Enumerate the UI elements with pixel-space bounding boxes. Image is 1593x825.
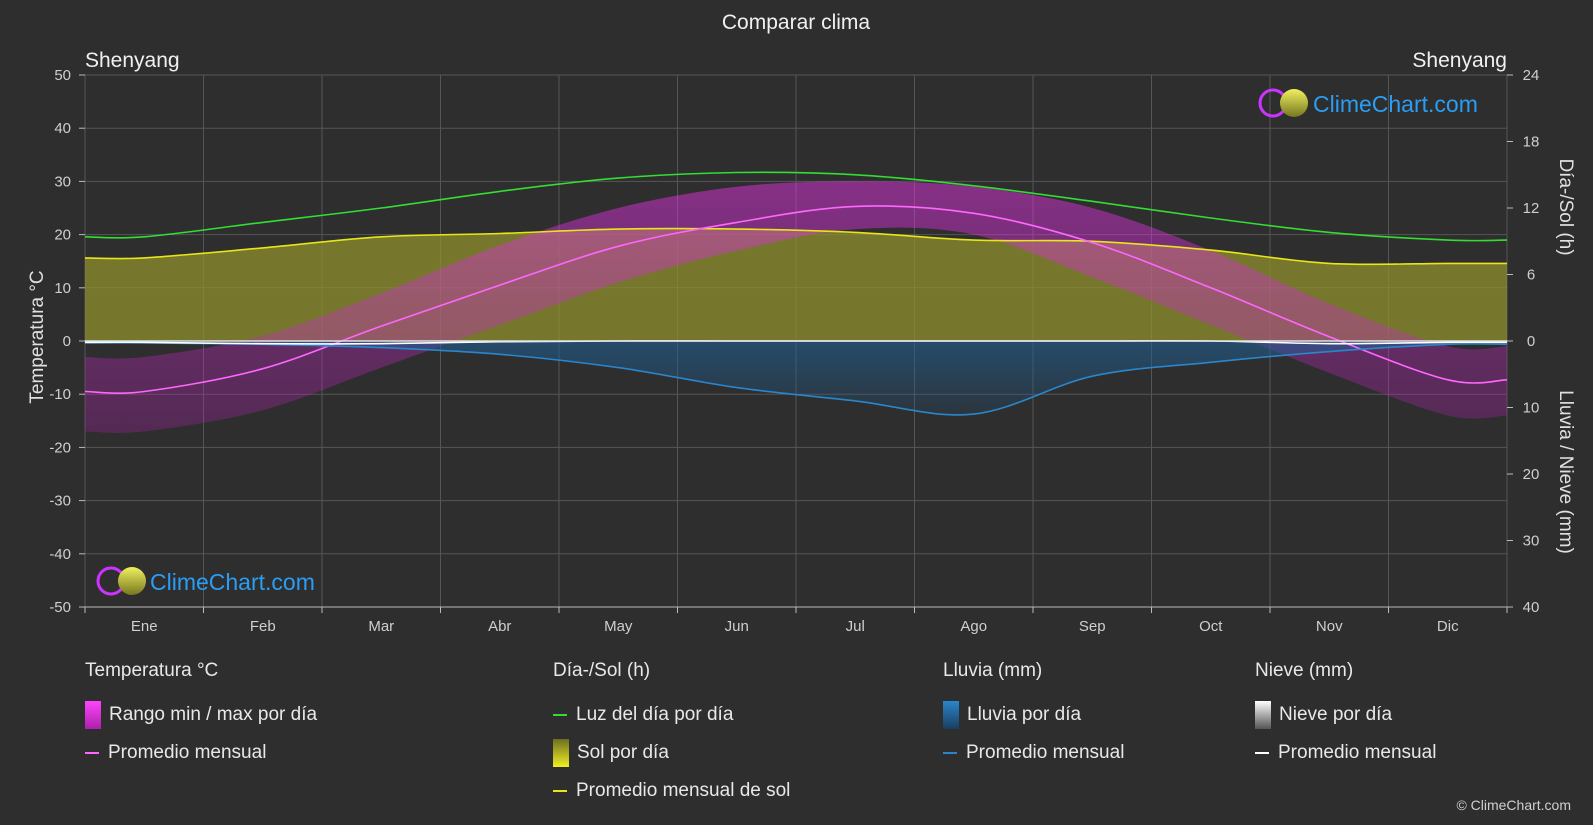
y-tick-label-right-precip: 30	[1523, 533, 1540, 550]
y-tick-label-right-hours: 12	[1523, 200, 1540, 217]
y-tick-label-right-hours: 18	[1523, 134, 1540, 151]
y-tick-label-right-hours: 24	[1523, 67, 1540, 84]
copyright: © ClimeChart.com	[1456, 797, 1571, 813]
legend-item: Luz del día por día	[553, 696, 790, 734]
y-axis-right-bottom-label: Lluvia / Nieve (mm)	[1555, 390, 1576, 554]
legend-item: Promedio mensual de sol	[553, 772, 790, 810]
logo-sun-icon	[118, 567, 146, 595]
y-tick-label-right-hours: 6	[1527, 267, 1535, 284]
snow-avg-swatch	[1255, 752, 1269, 754]
legend-label: Promedio mensual de sol	[576, 780, 791, 801]
legend-item: Lluvia por día	[943, 696, 1124, 734]
legend-label: Promedio mensual	[1278, 742, 1437, 763]
x-tick-label: Nov	[1316, 618, 1343, 635]
y-tick-label-left: 30	[54, 173, 71, 190]
logo-text: ClimeChart.com	[1313, 91, 1478, 117]
rain-swatch	[943, 701, 959, 729]
legend-title: Día-/Sol (h)	[553, 660, 651, 681]
x-tick-label: Oct	[1199, 618, 1223, 635]
y-tick-label-right-precip: 40	[1523, 599, 1540, 616]
snow-swatch	[1255, 701, 1271, 729]
logo-top: ClimeChart.com	[1258, 88, 1478, 118]
logo-sun-icon	[1280, 89, 1308, 117]
legend-label: Lluvia por día	[967, 704, 1082, 725]
x-tick-label: Jun	[725, 618, 749, 635]
rain-avg-swatch	[943, 752, 957, 754]
legend-item: Promedio mensual	[943, 734, 1124, 772]
rain-area	[85, 341, 1507, 415]
legend-rain: Lluvia (mm) Lluvia por día Promedio mens…	[943, 660, 1124, 772]
sun-avg-swatch	[553, 790, 567, 792]
sun-avg-line	[84, 227, 1507, 266]
x-tick-label: Ene	[131, 618, 158, 635]
y-tick-label-left: -20	[49, 439, 71, 456]
x-tick-label: Feb	[250, 618, 276, 635]
legend-label: Promedio mensual	[108, 742, 267, 763]
legend-title: Temperatura °C	[85, 660, 219, 681]
legend-daylight-sun: Día-/Sol (h) Luz del día por día Sol por…	[553, 660, 790, 810]
daylight-line	[84, 171, 1508, 242]
y-tick-label-left: -30	[49, 493, 71, 510]
y-tick-label-left: 40	[54, 120, 71, 137]
y-axis-right-top-label: Día-/Sol (h)	[1555, 158, 1576, 255]
series-lines	[84, 171, 1508, 416]
legend-item: Promedio mensual	[1255, 734, 1436, 772]
logo-text: ClimeChart.com	[150, 569, 315, 595]
legend-label: Promedio mensual	[966, 742, 1125, 763]
y-tick-label-left: 50	[54, 67, 71, 84]
city-left: Shenyang	[85, 49, 180, 72]
x-tick-label: Jul	[846, 618, 865, 635]
axes: 50 40 30 20 10 0 -10 -20 -30 -40 -50 24 18 12 6 0 10 20 30…	[49, 67, 1539, 635]
temp-avg-swatch	[85, 752, 99, 754]
y-axis-left-label: Temperatura °C	[27, 270, 48, 403]
legend-label: Luz del día por día	[576, 704, 734, 725]
climate-chart: Comparar clima Shenyang Shenyang 50 40 30 2…	[27, 11, 1576, 635]
legend-temperature: Temperatura °C Rango min / max por día P…	[85, 660, 317, 772]
sun-swatch	[553, 739, 569, 767]
legend-label: Rango min / max por día	[109, 704, 318, 725]
legend-label: Sol por día	[577, 742, 669, 763]
legend-label: Nieve por día	[1279, 704, 1393, 725]
legend-title: Nieve (mm)	[1255, 660, 1354, 681]
legend-item: Rango min / max por día	[85, 696, 317, 734]
legend-title: Lluvia (mm)	[943, 660, 1043, 681]
legend-snow: Nieve (mm) Nieve por día Promedio mensua…	[1255, 660, 1436, 772]
legend-item: Nieve por día	[1255, 696, 1436, 734]
x-tick-label: Ago	[960, 618, 987, 635]
y-tick-label-right-precip: 10	[1523, 400, 1540, 417]
y-tick-label-left: 10	[54, 280, 71, 297]
y-tick-label-left: 20	[54, 227, 71, 244]
x-tick-label: Mar	[368, 618, 394, 635]
legend-item: Sol por día	[553, 734, 790, 772]
chart-title: Comparar clima	[722, 11, 871, 34]
city-right: Shenyang	[1412, 49, 1507, 72]
y-tick-label-left: -40	[49, 546, 71, 563]
y-tick-label-right-hours: 0	[1527, 333, 1535, 350]
temp-range-swatch	[85, 701, 101, 729]
x-tick-label: Sep	[1079, 618, 1106, 635]
y-tick-label-left: 0	[63, 333, 71, 350]
x-tick-label: Dic	[1437, 618, 1459, 635]
y-tick-label-right-precip: 20	[1523, 466, 1540, 483]
x-tick-label: May	[604, 618, 633, 635]
y-tick-label-left: -50	[49, 599, 71, 616]
rain-avg-line	[84, 342, 1508, 416]
logo-bottom: ClimeChart.com	[96, 566, 315, 596]
y-tick-label-left: -10	[49, 386, 71, 403]
x-tick-label: Abr	[488, 618, 511, 635]
legend-item: Promedio mensual	[85, 734, 317, 772]
daylight-swatch	[553, 714, 567, 716]
temperature-avg-line	[84, 205, 1508, 395]
rain-area-fill	[85, 341, 1507, 415]
